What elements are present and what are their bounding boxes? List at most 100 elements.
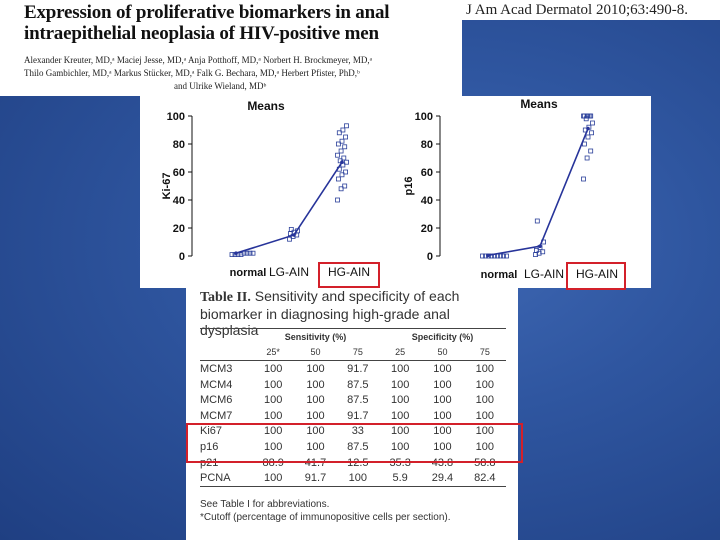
y-tick-label: 80 — [173, 139, 185, 151]
paper-header: Expression of proliferative biomarkers i… — [0, 0, 462, 96]
authors-line-3: and Ulrike Wieland, MDᵇ — [174, 81, 267, 91]
ki67-p16-row-highlight — [186, 423, 523, 463]
table-cell: 91.7 — [294, 470, 337, 487]
data-point — [584, 155, 590, 161]
data-point — [247, 250, 253, 256]
cutoff-header: 50 — [421, 344, 464, 362]
table-cell: 100 — [306, 378, 325, 391]
data-point — [581, 113, 587, 119]
biomarker-table: Sensitivity (%) Specificity (%) 25* 50 7… — [200, 327, 506, 487]
y-tick-label: 100 — [167, 111, 185, 123]
authors-line-1: Alexander Kreuter, MD,ᵃ Maciej Jesse, MD… — [24, 55, 373, 65]
x-category-label: normal — [481, 269, 518, 281]
marker-name: MCM7 — [200, 409, 233, 422]
data-point — [238, 252, 244, 258]
table-cell: 87.5 — [347, 394, 369, 407]
table-panel: Table II. Sensitivity and specificity of… — [186, 288, 518, 540]
table-cell: 5.9 — [378, 470, 422, 487]
table-cell: 100 — [336, 470, 379, 487]
x-category-label: LG-AIN — [269, 265, 309, 279]
table-cell: 87.5 — [347, 440, 369, 453]
data-point — [288, 226, 294, 232]
table-cell: 91.7 — [347, 362, 369, 375]
cutoff-header: 25 — [378, 344, 422, 362]
data-point — [501, 253, 506, 259]
mean-line — [235, 161, 343, 254]
mean-marker — [340, 160, 344, 164]
table-cell: 100 — [263, 394, 283, 407]
x-category-label: LG-AIN — [524, 267, 564, 281]
table-cell: 100 — [390, 440, 410, 453]
specificity-header: Specificity (%) — [378, 327, 506, 345]
marker-name: Ki67 — [200, 425, 223, 438]
table-cell: 100 — [475, 378, 494, 391]
table-cell: 100 — [263, 409, 283, 422]
paper-title: Expression of proliferative biomarkers i… — [24, 2, 390, 44]
data-point — [335, 176, 341, 182]
data-point — [480, 253, 485, 259]
data-point — [540, 249, 546, 255]
data-point — [340, 127, 346, 133]
table-row: PCNA 100 91.7 100 5.9 29.4 82.4 — [200, 470, 506, 487]
marker-name: MCM3 — [200, 362, 233, 375]
cutoff-header-row: 25* 50 75 25 50 75 — [200, 344, 506, 362]
y-tick-label: 40 — [421, 195, 433, 207]
y-tick-label: 80 — [421, 139, 433, 151]
marker-name: MCM6 — [200, 394, 233, 407]
data-point — [590, 120, 595, 126]
data-point — [339, 172, 345, 178]
cutoff-header: 75 — [463, 344, 506, 362]
table-cell: 100 — [263, 362, 283, 375]
table-cell: 100 — [306, 440, 325, 453]
x-category-label: HG-AIN — [328, 265, 370, 279]
data-point — [343, 169, 349, 175]
ki67-chart-panel: Means Ki-67 0 20 40 60 80 100 normal LG-AIN HG-AIN — [140, 96, 400, 288]
data-point — [338, 148, 344, 154]
y-tick-label: 20 — [421, 223, 433, 235]
data-point — [585, 134, 591, 140]
cutoff-header: 25* — [252, 344, 295, 362]
table-cell: 87.5 — [347, 378, 369, 391]
table-footnotes: See Table I for abbreviations. *Cutoff (… — [200, 498, 451, 524]
table-title-label: Table II. — [200, 290, 251, 305]
data-point — [585, 113, 591, 119]
data-point — [336, 130, 342, 136]
table-row: MCM7 100 100 91.7 100 100 100 — [200, 408, 506, 424]
table-cell: 100 — [306, 394, 325, 407]
table-cell: 100 — [475, 362, 494, 375]
data-point — [344, 159, 349, 165]
hg-ain-highlight-p16 — [566, 262, 626, 290]
journal-reference: J Am Acad Dermatol 2010;63:490-8. — [462, 0, 720, 20]
table-cell: 100 — [390, 409, 410, 422]
table-cell: 100 — [390, 425, 410, 438]
table-cell: 33 — [351, 425, 364, 438]
table-cell: 100 — [390, 362, 410, 375]
table-cell: 100 — [433, 440, 452, 453]
data-point — [335, 141, 341, 147]
data-point — [588, 113, 594, 119]
table-row: p16 100 100 87.5 100 100 100 — [200, 439, 506, 455]
author-list: Alexander Kreuter, MD,ᵃ Maciej Jesse, MD… — [24, 54, 456, 93]
data-point — [338, 186, 344, 192]
mean-marker — [234, 251, 238, 255]
table-cell: 100 — [433, 425, 452, 438]
cutoff-header: 50 — [294, 344, 337, 362]
x-category-label: HG-AIN — [576, 267, 618, 281]
footnote-cutoff: *Cutoff (percentage of immunopositive ce… — [200, 512, 451, 523]
data-point — [342, 144, 348, 150]
table-body: MCM3 100 100 91.7 100 100 100 MCM4 100 100 87.5 100… — [200, 361, 506, 487]
data-point — [339, 138, 345, 144]
authors-line-2: Thilo Gambichler, MD,ᵃ Markus Stücker, M… — [24, 68, 360, 78]
y-tick-label: 20 — [173, 223, 185, 235]
data-point — [335, 197, 340, 203]
y-tick-label: 60 — [421, 167, 433, 179]
table-cell: 100 — [306, 425, 325, 438]
data-point — [536, 250, 542, 256]
cutoff-header: 75 — [336, 344, 379, 362]
table-cell: 100 — [433, 362, 452, 375]
table-cell: 100 — [433, 378, 452, 391]
mean-line — [487, 128, 589, 257]
table-cell: 100 — [433, 394, 452, 407]
data-point — [534, 218, 540, 224]
mean-marker — [586, 126, 590, 131]
